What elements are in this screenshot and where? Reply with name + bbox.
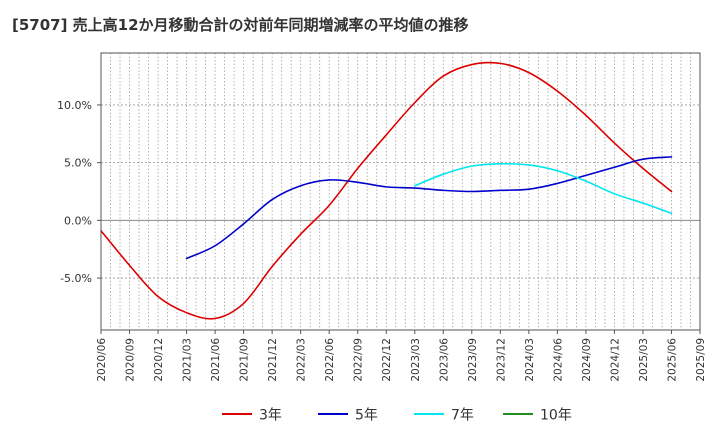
series-line-5年 [185, 156, 673, 260]
series-lines [100, 61, 673, 320]
legend-label: 7年 [451, 408, 474, 424]
x-tick-label: 2023/09 [467, 338, 479, 382]
legend-label: 3年 [259, 408, 282, 424]
x-tick-label: 2024/12 [609, 338, 621, 382]
y-tick-label: -5.0% [60, 272, 92, 285]
x-tick-label: 2022/09 [353, 338, 365, 382]
x-tick-label: 2022/12 [381, 338, 393, 382]
x-tick-label: 2024/09 [581, 338, 593, 382]
x-tick-label: 2024/03 [524, 338, 536, 382]
x-tick-label: 2021/03 [182, 338, 194, 382]
plot-frame [100, 52, 701, 331]
series-line-3年 [100, 61, 673, 320]
axes: 10.0% 5.0% 0.0% -5.0% 2020/06 2020/09 2020/12 2… [57, 52, 707, 382]
x-tick-label: 2020/12 [153, 338, 165, 382]
x-tick-label: 2020/09 [125, 338, 137, 382]
x-tick-label: 2020/06 [96, 338, 108, 382]
y-tick-label: 5.0% [64, 157, 92, 170]
legend-label: 5年 [355, 408, 378, 424]
x-tick-label: 2023/03 [410, 338, 422, 382]
legend: 3年 5年 7年 10年 [222, 408, 572, 424]
x-tick-label: 2023/06 [438, 338, 450, 382]
x-tick-label: 2021/06 [210, 338, 222, 382]
x-tick-label: 2021/12 [267, 338, 279, 382]
y-tick-label: 10.0% [57, 99, 92, 112]
x-tick-label: 2022/06 [324, 338, 336, 382]
x-tick-label: 2025/06 [666, 338, 678, 382]
x-tick-label: 2024/06 [552, 338, 564, 382]
x-tick-label: 2025/09 [695, 338, 707, 382]
chart-title: [5707] 売上高12か月移動合計の対前年同期増減率の平均値の推移 [12, 16, 469, 34]
x-tick-label: 2023/12 [495, 338, 507, 382]
y-tick-label: 0.0% [64, 214, 92, 227]
x-tick-label: 2025/03 [638, 338, 650, 382]
x-tick-label: 2022/03 [296, 338, 308, 382]
x-tick-label: 2021/09 [239, 338, 251, 382]
legend-label: 10年 [540, 408, 572, 424]
series-line-7年 [413, 162, 673, 215]
